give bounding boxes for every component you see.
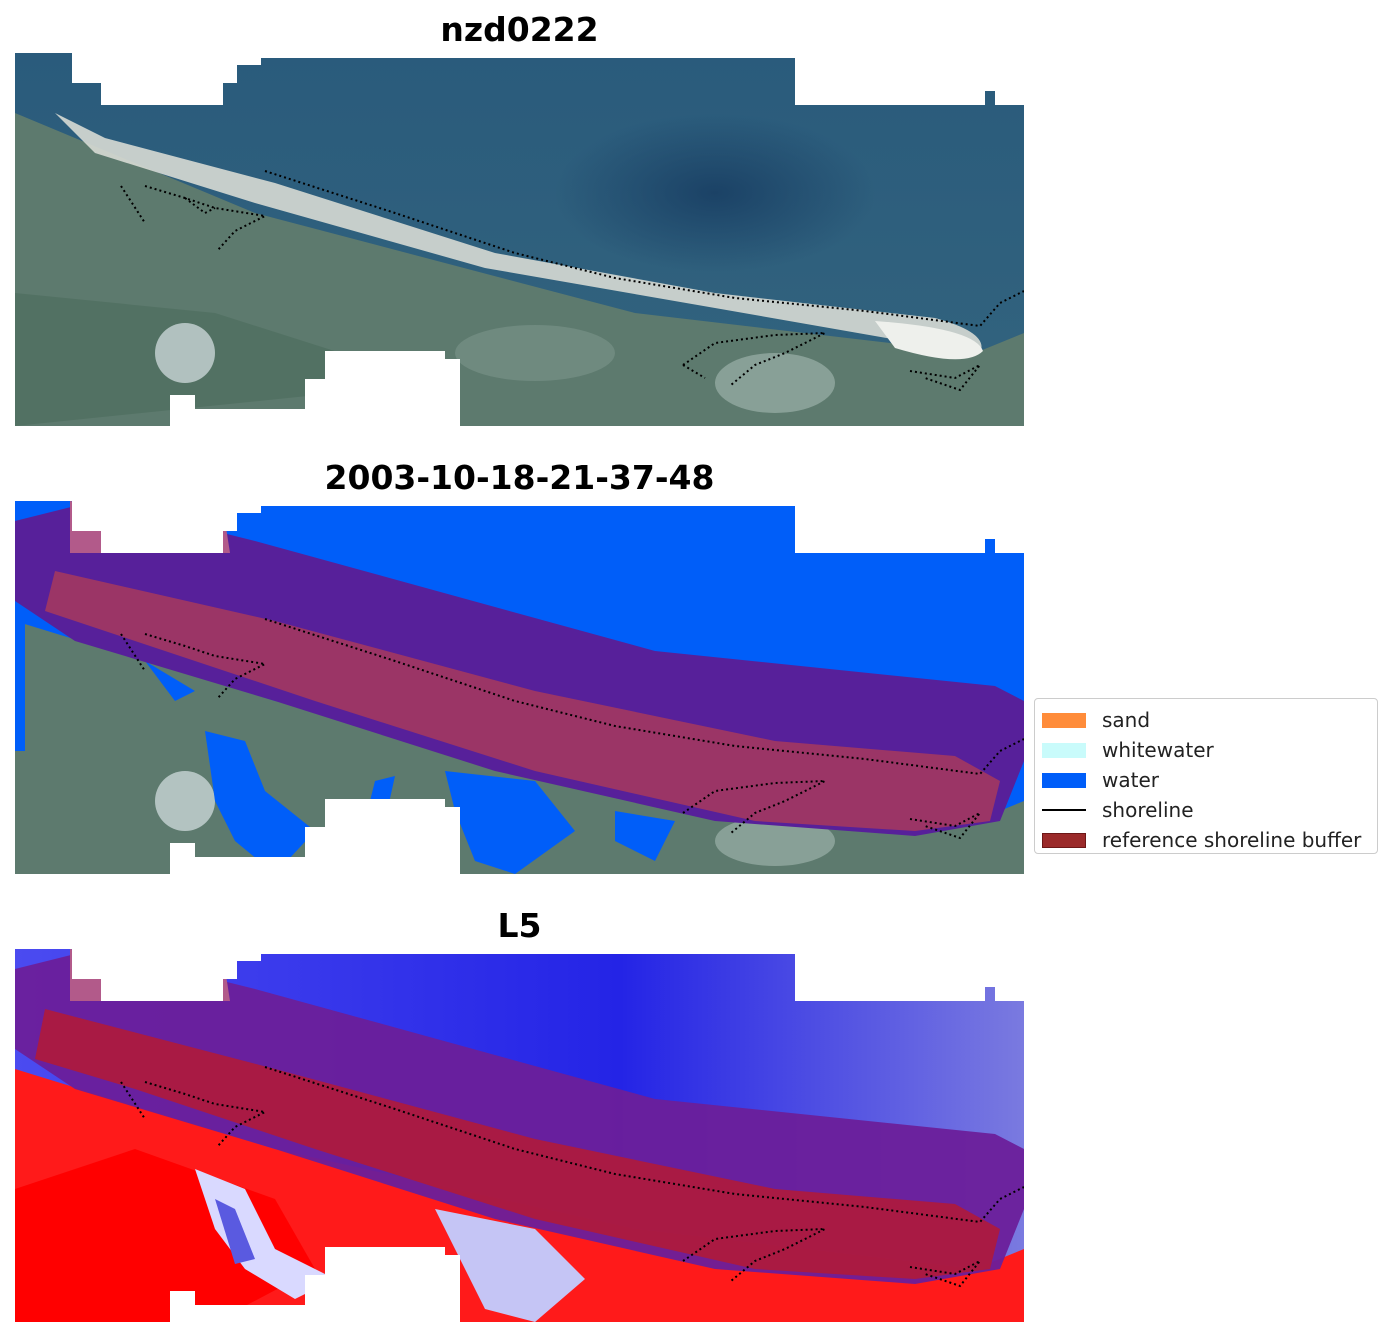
panel-title-classified: 2003-10-18-21-37-48 [324, 458, 715, 497]
panel-title-rgb: nzd0222 [440, 10, 599, 49]
legend-label: whitewater [1102, 738, 1214, 762]
legend-item-shoreline: shoreline [1041, 795, 1371, 825]
rgb-satellite-image [15, 53, 1024, 426]
sand-swatch [1042, 712, 1086, 728]
legend-label: sand [1102, 708, 1151, 732]
aoi-clip-group [15, 53, 1024, 426]
shoreline-swatch [1042, 809, 1086, 811]
reference-buffer-swatch [1042, 832, 1086, 848]
panel-title-index: L5 [497, 906, 542, 945]
legend-item-reference-buffer: reference shoreline buffer [1041, 825, 1371, 855]
legend-item-sand: sand [1041, 705, 1371, 735]
legend-label: shoreline [1102, 798, 1194, 822]
legend-item-water: water [1041, 765, 1371, 795]
shoreline-lines [120, 170, 1024, 392]
rgb-image-panel [15, 53, 1024, 426]
legend-label: reference shoreline buffer [1102, 828, 1362, 852]
aoi-clip-group [15, 949, 1024, 1322]
legend-label: water [1102, 768, 1159, 792]
classified-image-panel [15, 501, 1024, 874]
index-image-panel [15, 949, 1024, 1322]
water-swatch [1042, 772, 1086, 788]
aoi-clip-group [15, 501, 1024, 874]
classified-image [15, 501, 1024, 874]
shoreline-lines [120, 618, 1024, 840]
whitewater-swatch [1042, 742, 1086, 758]
index-image [15, 949, 1024, 1322]
legend-item-whitewater: whitewater [1041, 735, 1371, 765]
shoreline-lines [120, 1066, 1024, 1288]
map-legend: sand whitewater water shoreline referenc… [1034, 698, 1378, 854]
